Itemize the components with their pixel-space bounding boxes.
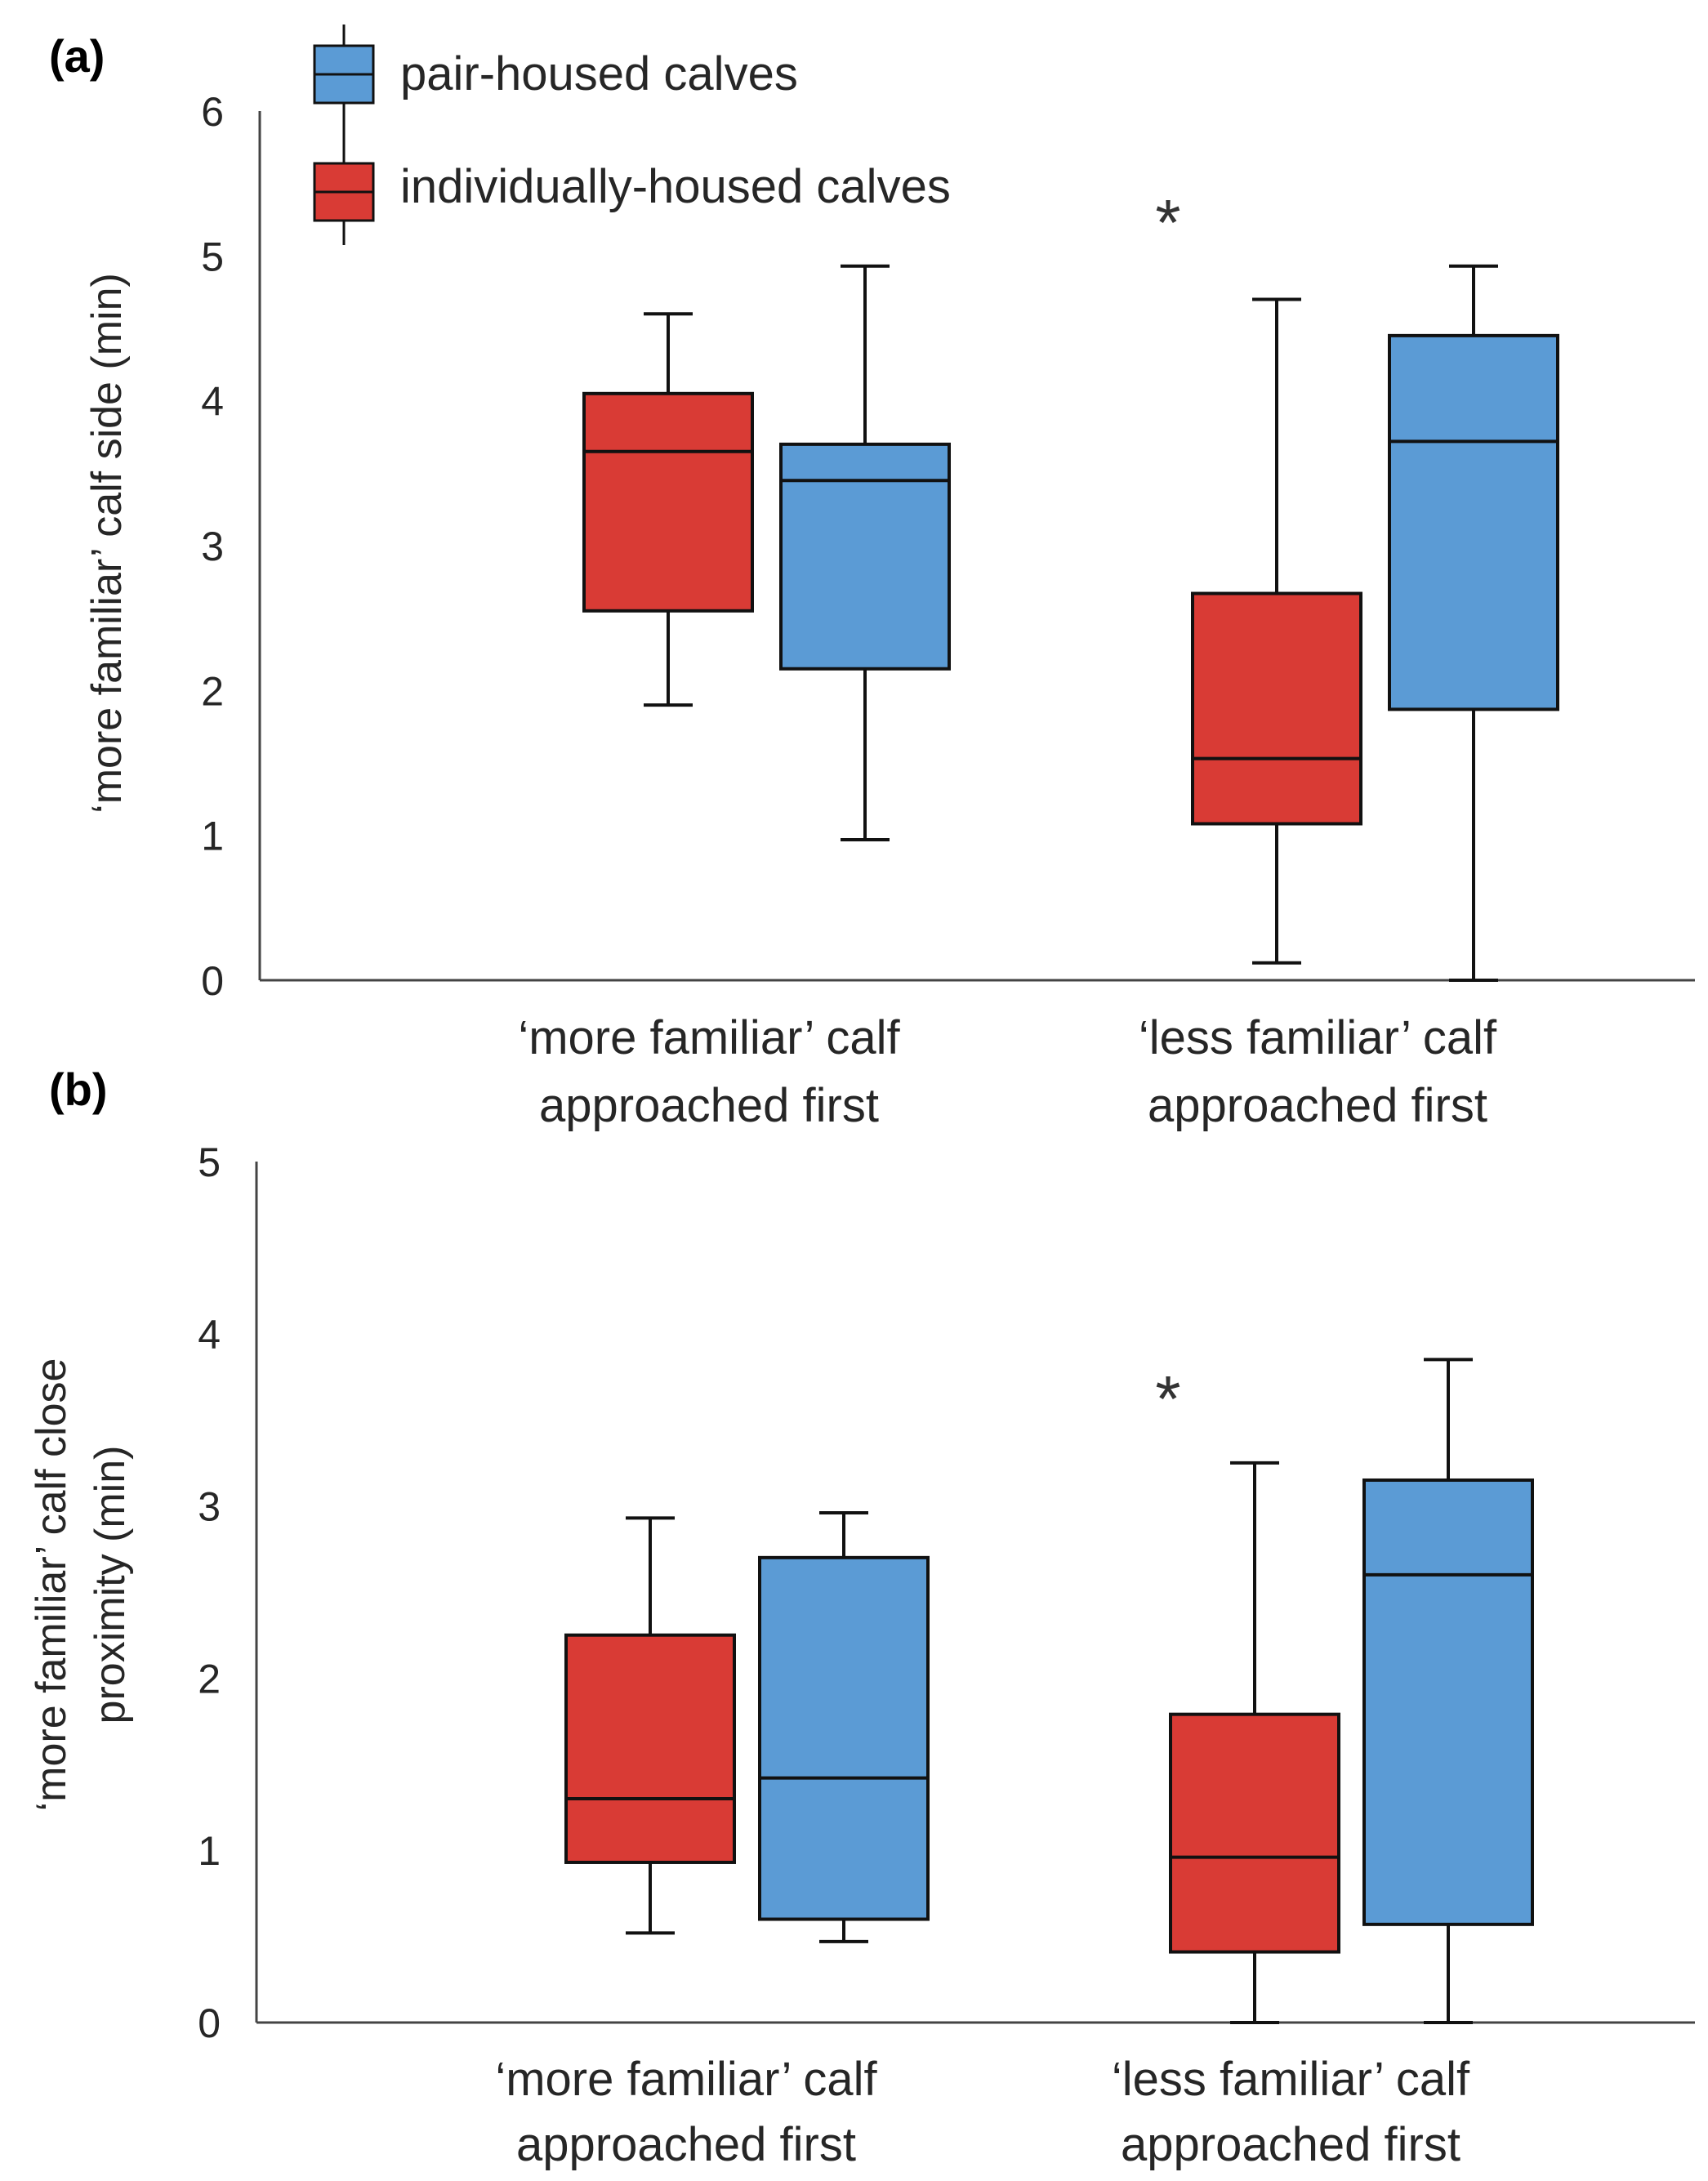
y-tick-label: 1 bbox=[198, 1828, 221, 1874]
box-individually-housed bbox=[582, 312, 754, 707]
x-category-label: ‘more familiar’ calf bbox=[518, 1011, 900, 1064]
legend: pair-housed calves individually-housed ca… bbox=[313, 25, 951, 245]
iqr-box bbox=[1169, 1712, 1340, 1954]
box-individually-housed bbox=[564, 1516, 736, 1935]
y-tick-label: 0 bbox=[198, 2000, 221, 2046]
x-category-label: ‘less familiar’ calf bbox=[1112, 2053, 1470, 2106]
y-tick-label: 0 bbox=[201, 958, 224, 1004]
iqr-box bbox=[582, 391, 754, 613]
iqr-box bbox=[1362, 1478, 1534, 1926]
y-tick-label: 5 bbox=[201, 234, 224, 279]
y-tick-label: 4 bbox=[198, 1312, 221, 1358]
box-individually-housed bbox=[1191, 297, 1362, 965]
y-tick-label: 5 bbox=[198, 1140, 221, 1185]
iqr-box bbox=[564, 1633, 736, 1864]
box-pair-housed bbox=[779, 264, 951, 841]
iqr-box bbox=[1388, 333, 1559, 711]
legend-label: pair-housed calves bbox=[400, 47, 798, 100]
panel-a-chart: (a) 0 1 2 3 4 5 6 ‘more familiar’ calf side (min… bbox=[49, 30, 1695, 1132]
iqr-box bbox=[779, 442, 951, 671]
y-tick-label: 4 bbox=[201, 379, 224, 425]
legend-label: individually-housed calves bbox=[400, 160, 951, 213]
y-tick-label: 2 bbox=[201, 668, 224, 714]
panel-b-chart: (b) 0 1 2 3 4 5 ‘more familiar’ calf close proxi… bbox=[28, 1064, 1695, 2171]
box-pair-housed bbox=[1362, 1358, 1534, 2024]
y-axis-title-line: ‘more familiar’ calf close bbox=[28, 1358, 75, 1812]
box-individually-housed bbox=[1169, 1461, 1340, 2024]
iqr-box bbox=[758, 1555, 930, 1921]
panel-label: (b) bbox=[49, 1064, 108, 1115]
y-tick-label: 3 bbox=[201, 524, 224, 569]
x-category-label: approached first bbox=[1121, 2118, 1460, 2171]
box-pair-housed bbox=[1388, 264, 1559, 982]
panel-label: (a) bbox=[49, 30, 105, 82]
y-tick-label: 3 bbox=[198, 1484, 221, 1530]
x-category-label: approached first bbox=[539, 1079, 879, 1132]
significance-asterisk: * bbox=[1155, 1363, 1180, 1435]
iqr-box bbox=[1191, 591, 1362, 826]
y-tick-label: 6 bbox=[201, 89, 224, 135]
significance-asterisk: * bbox=[1155, 186, 1180, 259]
box-pair-housed bbox=[758, 1511, 930, 1943]
y-axis-title: ‘more familiar’ calf side (min) bbox=[83, 273, 131, 814]
y-tick-label: 1 bbox=[201, 814, 224, 859]
y-axis-title-line: proximity (min) bbox=[87, 1446, 134, 1724]
x-category-label: ‘more familiar’ calf bbox=[495, 2053, 877, 2106]
y-tick-label: 2 bbox=[198, 1656, 221, 1702]
x-category-label: ‘less familiar’ calf bbox=[1139, 1011, 1497, 1064]
x-category-label: approached first bbox=[1148, 1079, 1487, 1132]
x-category-label: approached first bbox=[516, 2118, 856, 2171]
